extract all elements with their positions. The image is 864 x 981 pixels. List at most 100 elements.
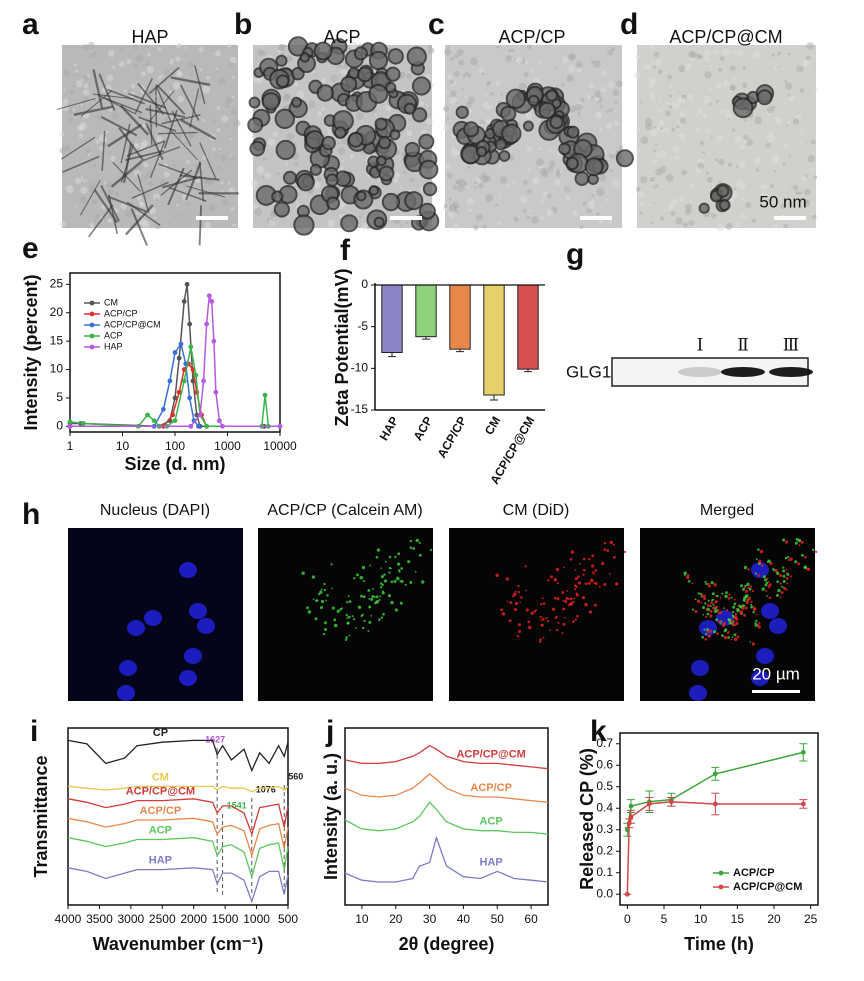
bar — [415, 284, 437, 338]
error-bar — [524, 369, 532, 373]
noise — [128, 88, 133, 93]
green-dot — [797, 538, 801, 543]
point — [197, 412, 203, 418]
noise — [446, 172, 453, 179]
series-label: CM — [152, 771, 169, 783]
red-dot — [768, 596, 772, 600]
noise — [674, 154, 680, 160]
x-tick-label: 20 — [389, 912, 403, 926]
particle — [368, 83, 389, 104]
noise — [753, 157, 761, 165]
fluorescence-image — [68, 528, 243, 701]
particle — [353, 46, 368, 61]
particle — [249, 140, 266, 157]
noise — [539, 215, 545, 221]
point — [712, 801, 718, 807]
point — [262, 392, 268, 398]
noise — [658, 109, 663, 113]
green-dot — [390, 600, 394, 605]
particle — [718, 199, 731, 211]
noise — [495, 81, 501, 86]
green-dot — [782, 579, 786, 583]
particle — [357, 66, 373, 83]
annotation-label: 1076 — [256, 784, 276, 794]
red-dot — [501, 612, 506, 616]
noise — [697, 108, 703, 114]
needle — [62, 155, 100, 173]
legend-label: ACP/CP@CM — [733, 881, 802, 893]
noise — [741, 82, 748, 89]
noise — [478, 67, 485, 74]
red-dot — [730, 638, 733, 641]
green-dot — [380, 575, 384, 579]
noise — [531, 216, 539, 224]
red-dot — [609, 540, 613, 545]
green-dot — [782, 574, 786, 578]
particle — [406, 46, 427, 67]
noise — [718, 67, 723, 72]
point — [172, 350, 178, 355]
green-dot — [362, 579, 366, 583]
noise — [711, 213, 717, 219]
green-dot — [697, 592, 701, 595]
noise — [651, 61, 656, 66]
noise — [73, 73, 76, 76]
noise — [792, 118, 800, 125]
noise — [330, 74, 338, 82]
green-dot — [333, 623, 338, 628]
noise — [225, 96, 233, 105]
green-dot — [397, 552, 401, 556]
red-dot — [785, 588, 788, 591]
noise — [526, 216, 530, 220]
noise — [121, 46, 126, 51]
noise — [658, 119, 665, 127]
noise — [278, 43, 286, 51]
scale-text: 20 µm — [752, 664, 800, 683]
noise — [650, 130, 658, 138]
red-dot — [577, 581, 582, 585]
point — [196, 423, 201, 429]
needle — [137, 82, 165, 115]
red-dot — [556, 581, 560, 585]
noise — [485, 194, 494, 203]
noise — [132, 44, 139, 50]
series-line — [344, 835, 549, 883]
noise — [725, 222, 733, 230]
point — [646, 801, 652, 807]
red-dot — [598, 585, 601, 588]
legend-marker — [89, 333, 95, 339]
noise — [276, 171, 280, 176]
noise — [176, 43, 182, 48]
noise — [264, 172, 272, 179]
noise — [684, 203, 693, 211]
green-dot — [348, 600, 352, 603]
green-dot — [380, 567, 383, 570]
green-dot — [409, 539, 413, 543]
noise — [199, 68, 203, 72]
noise — [403, 170, 407, 174]
noise — [588, 82, 594, 89]
noise — [695, 128, 700, 133]
needle — [100, 116, 138, 137]
green-dot — [727, 618, 731, 621]
needle — [110, 160, 143, 188]
red-dot — [691, 582, 694, 585]
noise — [456, 48, 464, 56]
noise — [679, 117, 687, 124]
noise — [676, 104, 681, 109]
noise — [683, 63, 692, 71]
green-dot — [376, 548, 381, 552]
noise — [599, 105, 603, 108]
noise — [715, 82, 723, 89]
noise — [455, 179, 462, 185]
red-dot — [527, 620, 531, 624]
particle — [274, 108, 296, 130]
y-axis-label: Released CP (%) — [577, 748, 597, 890]
noise — [461, 88, 465, 91]
noise — [208, 204, 216, 212]
noise — [110, 155, 116, 161]
noise — [447, 45, 450, 48]
red-dot — [512, 594, 515, 598]
noise — [446, 117, 450, 121]
green-dot — [341, 607, 344, 610]
